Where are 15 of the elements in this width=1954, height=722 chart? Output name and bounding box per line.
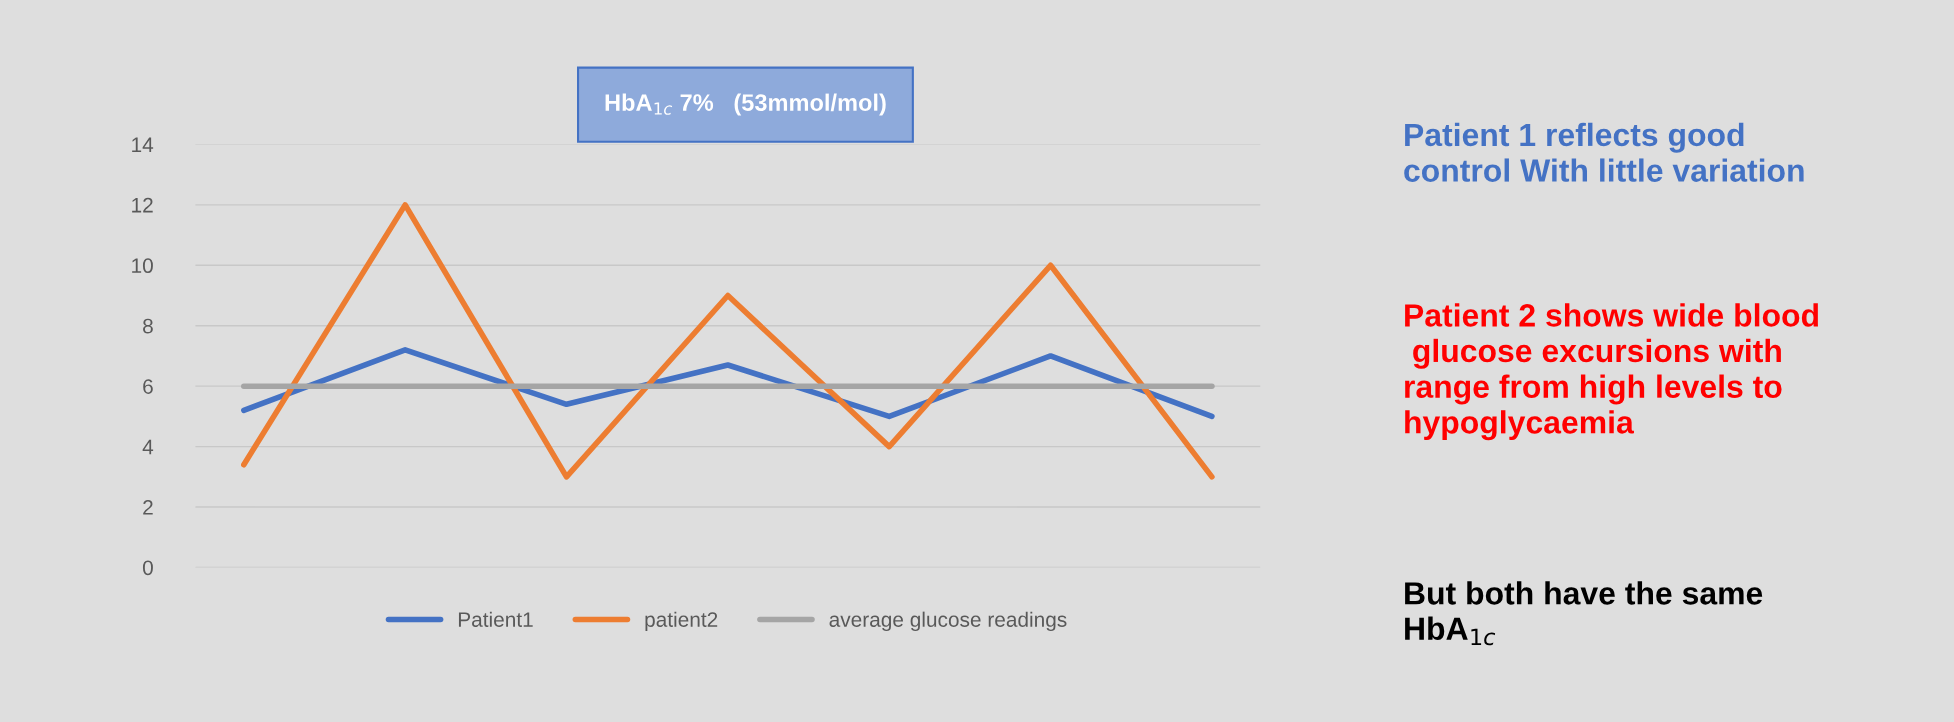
- legend-label: patient2: [645, 611, 718, 632]
- y-tick-label: 2: [143, 500, 153, 515]
- text: Patient 2 shows wide blood glucose excursions with range from high levels to hypoglycaemia: [1405, 303, 1818, 441]
- y-tick-label: 0: [142, 560, 153, 576]
- y-tick-label: 10: [132, 258, 153, 274]
- y-tick-label: 12: [132, 197, 153, 213]
- text: Patient 1 reflects good control With little variation: [1404, 122, 1804, 182]
- y-tick-label: 4: [142, 439, 154, 455]
- text: But both have the same HbA$_{1c}$: [1405, 581, 1763, 646]
- chart-title: HbA$_{1c}$ 7% (53mmol/mol): [605, 93, 886, 116]
- y-tick-label: 14: [132, 137, 154, 152]
- legend-label: average glucose readings: [829, 611, 1067, 632]
- legend-label: Patient1: [458, 611, 533, 627]
- y-tick-label: 6: [143, 379, 153, 394]
- y-tick-label: 8: [143, 318, 153, 334]
